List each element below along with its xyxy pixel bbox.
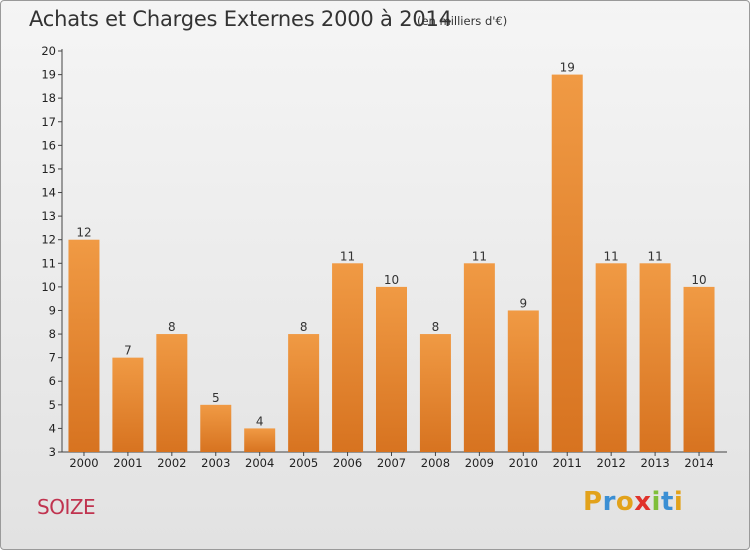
data-label: 11 [647,249,662,263]
data-label: 19 [560,61,575,75]
data-label: 10 [384,273,399,287]
x-tick-label: 2001 [113,456,142,470]
y-tick-label: 20 [41,44,56,58]
bar [112,357,144,452]
x-tick-label: 2008 [421,456,450,470]
logo-letter: x [634,487,652,517]
x-tick-label: 2010 [509,456,538,470]
bar-chart: 3456789101112131415161718192012200072001… [41,44,727,470]
x-tick-label: 2003 [201,456,230,470]
logo-letter: i [673,487,684,517]
bar [156,334,188,452]
bar [463,263,495,452]
y-tick-label: 11 [41,256,56,270]
y-tick-label: 8 [49,327,56,341]
logo-letter: o [615,487,635,517]
x-tick-label: 2007 [377,456,406,470]
data-label: 12 [76,226,91,240]
bar [376,286,407,452]
y-tick-label: 3 [49,445,56,459]
x-tick-label: 2013 [640,456,669,470]
x-tick-label: 2011 [553,456,582,470]
bar [507,310,539,452]
commune-name: SOIZE [37,495,96,519]
chart-title: Achats et Charges Externes 2000 à 2014 [29,7,452,31]
data-label: 11 [340,249,355,263]
bar [595,263,627,452]
x-tick-label: 2000 [69,456,98,470]
unit-note: (en milliers d'€) [417,14,508,28]
y-tick-label: 10 [41,280,56,294]
y-tick-label: 16 [41,138,56,152]
bar [200,404,232,452]
data-label: 11 [604,249,619,263]
bar [68,239,100,452]
data-label: 10 [691,273,706,287]
data-label: 9 [519,296,527,310]
proxiti-logo: Proxiti [583,487,683,517]
data-label: 8 [300,320,308,334]
x-tick-label: 2005 [289,456,318,470]
data-label: 4 [256,414,264,428]
bar [683,286,715,452]
data-label: 11 [472,249,487,263]
x-tick-label: 2006 [333,456,362,470]
y-tick-label: 15 [41,162,56,176]
data-label: 7 [124,344,132,358]
y-tick-label: 12 [41,233,56,247]
x-tick-label: 2002 [157,456,186,470]
y-tick-label: 5 [49,398,56,412]
logo-letter: P [583,487,603,517]
bar [244,428,276,452]
y-tick-label: 14 [41,186,56,200]
y-tick-label: 6 [49,374,56,388]
y-tick-label: 9 [49,303,56,317]
bar [551,74,583,453]
logo-letter: i [651,487,661,517]
y-tick-label: 17 [41,115,56,129]
y-tick-label: 19 [41,68,56,82]
x-tick-label: 2004 [245,456,274,470]
logo-letter: r [602,487,616,517]
y-tick-label: 7 [49,351,56,365]
x-tick-label: 2012 [597,456,626,470]
bar [419,334,451,452]
x-tick-label: 2009 [465,456,494,470]
bar [288,334,320,452]
y-tick-label: 13 [41,209,56,223]
bar [332,263,364,452]
data-label: 5 [212,391,220,405]
data-label: 8 [432,320,440,334]
data-label: 8 [168,320,176,334]
x-tick-label: 2014 [684,456,713,470]
y-tick-label: 4 [49,421,56,435]
bar [639,263,671,452]
y-tick-label: 18 [41,91,56,105]
logo-letter: t [660,487,674,517]
